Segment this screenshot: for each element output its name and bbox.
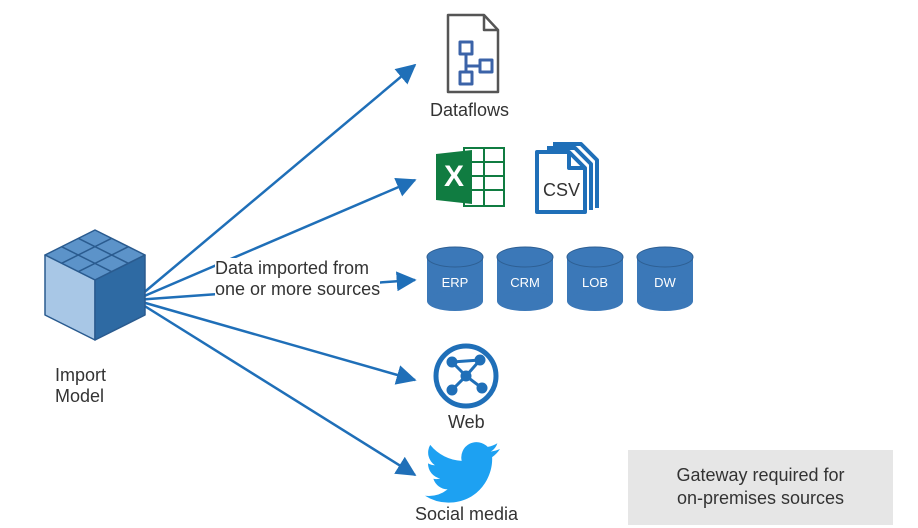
- db-crm: CRM: [497, 247, 553, 311]
- dataflows-icon: [440, 10, 510, 100]
- csv-text: CSV: [543, 180, 580, 200]
- import-model-label-line1: Import: [55, 365, 106, 385]
- arrow-to-web: [135, 300, 415, 380]
- svg-text:LOB: LOB: [582, 275, 608, 290]
- annotation-line2: one or more sources: [215, 279, 380, 299]
- gateway-note: Gateway required for on-premises sources: [628, 450, 893, 525]
- social-label: Social media: [415, 504, 518, 525]
- svg-text:DW: DW: [654, 275, 676, 290]
- svg-text:CRM: CRM: [510, 275, 540, 290]
- database-row: ERP CRM LOB DW: [425, 245, 705, 320]
- web-label: Web: [448, 412, 485, 433]
- import-model-cube-icon: [35, 225, 155, 355]
- annotation-line1: Data imported from: [215, 258, 369, 278]
- import-model-label-line2: Model: [55, 386, 104, 406]
- excel-icon: X: [430, 140, 510, 215]
- dataflows-label: Dataflows: [430, 100, 509, 121]
- svg-text:ERP: ERP: [442, 275, 469, 290]
- svg-text:X: X: [444, 160, 464, 193]
- note-line1: Gateway required for: [676, 465, 844, 485]
- arrow-to-social: [135, 300, 415, 475]
- db-erp: ERP: [427, 247, 483, 311]
- import-model-label: Import Model: [55, 365, 106, 407]
- twitter-icon: [425, 440, 500, 505]
- web-icon: [430, 340, 502, 412]
- db-dw: DW: [637, 247, 693, 311]
- arrow-annotation: Data imported from one or more sources: [215, 258, 380, 300]
- db-lob: LOB: [567, 247, 623, 311]
- csv-icon: CSV: [525, 138, 615, 218]
- note-line2: on-premises sources: [677, 488, 844, 508]
